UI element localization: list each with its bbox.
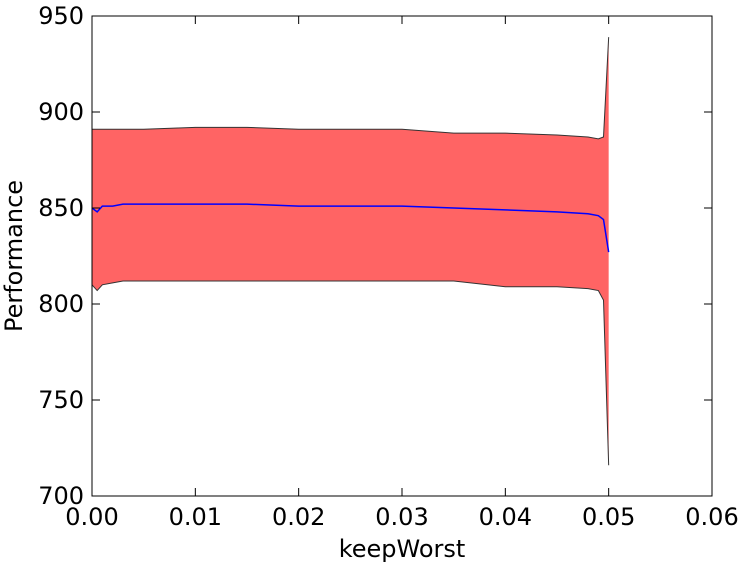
x-tick-label: 0.06 bbox=[685, 503, 738, 531]
y-tick-label: 900 bbox=[38, 98, 84, 126]
x-tick-label: 0.03 bbox=[375, 503, 428, 531]
x-axis: 0.00 0.01 0.02 0.03 0.04 0.05 0.06 bbox=[65, 16, 739, 531]
plot-area bbox=[91, 37, 610, 466]
lower-bound-line-0 bbox=[91, 280, 610, 466]
x-tick-label: 0.01 bbox=[169, 503, 222, 531]
y-tick-label: 950 bbox=[38, 2, 84, 30]
x-tick-label: 0.05 bbox=[582, 503, 635, 531]
y-tick-label: 700 bbox=[38, 482, 84, 510]
x-tick-label: 0.00 bbox=[65, 503, 118, 531]
y-tick-label: 850 bbox=[38, 194, 84, 222]
std-band-0 bbox=[92, 37, 609, 466]
x-tick-label: 0.02 bbox=[272, 503, 325, 531]
y-tick-label: 800 bbox=[38, 290, 84, 318]
y-tick-label: 750 bbox=[38, 386, 84, 414]
y-axis: 700 750 800 850 900 950 bbox=[38, 2, 712, 510]
mean-line-0 bbox=[91, 203, 610, 253]
x-tick-label: 0.04 bbox=[479, 503, 532, 531]
y-axis-label: Performance bbox=[0, 180, 28, 332]
upper-bound-line-0 bbox=[92, 37, 610, 140]
x-axis-label: keepWorst bbox=[339, 535, 466, 563]
